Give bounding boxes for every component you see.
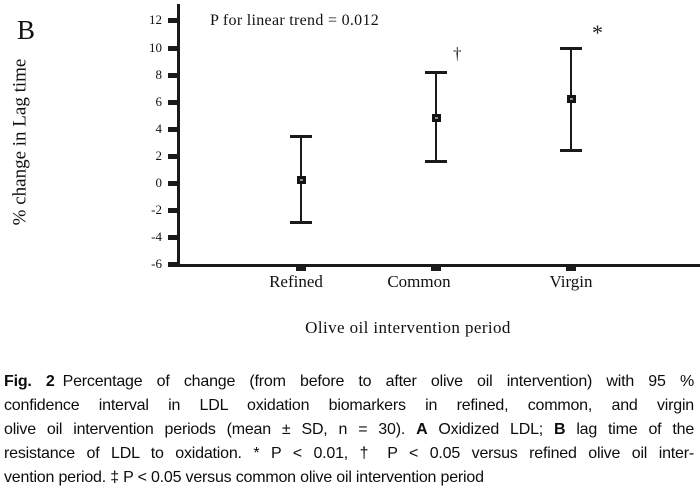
caption-line: resistance of LDL to oxidation. * P < 0.…: [4, 442, 694, 466]
y-tick-label: -2: [151, 202, 162, 217]
caption-text: confidence interval in LDL oxidation bio…: [4, 397, 694, 414]
caption-line: confidence interval in LDL oxidation bio…: [4, 394, 694, 418]
y-tick: [168, 127, 179, 132]
caption-text: Percentage of change (from before to aft…: [62, 373, 694, 390]
category-label: Refined: [269, 272, 323, 291]
caption-text: Oxidized LDL;: [427, 421, 554, 438]
y-tick: [168, 208, 179, 213]
y-tick-label: 8: [155, 67, 163, 82]
y-tick-label: 12: [149, 12, 162, 27]
category-label: Virgin: [549, 272, 593, 291]
x-axis-label: Olive oil intervention period: [305, 318, 511, 337]
y-axis-line: [177, 4, 180, 267]
x-tick: [566, 266, 576, 271]
caption-bold-text: A: [416, 421, 428, 438]
y-tick-label: 2: [155, 148, 163, 163]
y-tick-label: 10: [149, 40, 162, 55]
mean-marker: [566, 95, 576, 103]
significance-star: *: [592, 20, 603, 45]
y-tick: [168, 18, 179, 23]
caption-text: lag time of the: [565, 421, 694, 438]
y-tick-label: 0: [155, 175, 163, 190]
mean-marker: [296, 176, 306, 184]
x-tick: [431, 266, 441, 271]
caption-bold-text: Fig. 2: [4, 373, 55, 390]
y-tick: [168, 73, 179, 78]
error-bar-cap-bottom: [425, 160, 447, 163]
caption-text: vention period. ‡ P < 0.05 versus common…: [4, 469, 484, 486]
y-tick: [168, 181, 179, 186]
category-label: Common: [387, 272, 451, 291]
error-bar-cap-bottom: [290, 221, 312, 224]
y-tick: [168, 100, 179, 105]
error-bar-cap-top: [290, 135, 312, 138]
caption-line: Fig. 2 Percentage of change (from before …: [4, 370, 694, 394]
y-tick: [168, 46, 179, 51]
y-tick: [168, 154, 179, 159]
error-bar-cap-top: [560, 47, 582, 50]
panel-label: B: [17, 15, 36, 45]
y-tick: [168, 235, 179, 240]
caption-line: vention period. ‡ P < 0.05 versus common…: [4, 466, 694, 490]
significance-dagger: †: [453, 44, 462, 63]
error-bar-cap-top: [425, 71, 447, 74]
error-bar-cap-bottom: [560, 149, 582, 152]
y-tick-label: -6: [151, 256, 162, 271]
errorbar-chart: B P for linear trend = 0.012 % change in…: [9, 4, 700, 337]
y-tick-label: 6: [155, 94, 163, 109]
caption-text: olive oil intervention periods (mean ± S…: [4, 421, 417, 438]
y-tick-label: -4: [151, 229, 162, 244]
y-tick: [168, 262, 179, 267]
figure-caption: Fig. 2 Percentage of change (from before …: [4, 370, 694, 490]
mean-marker: [431, 114, 441, 122]
x-axis-line: [174, 264, 700, 267]
y-axis-label: % change in Lag time: [9, 58, 31, 226]
x-tick: [296, 266, 306, 271]
caption-line: olive oil intervention periods (mean ± S…: [4, 418, 694, 442]
caption-bold-text: B: [554, 421, 566, 438]
caption-text: resistance of LDL to oxidation. * P < 0.…: [4, 445, 694, 462]
p-trend-annotation: P for linear trend = 0.012: [210, 12, 380, 29]
y-tick-label: 4: [155, 121, 163, 136]
